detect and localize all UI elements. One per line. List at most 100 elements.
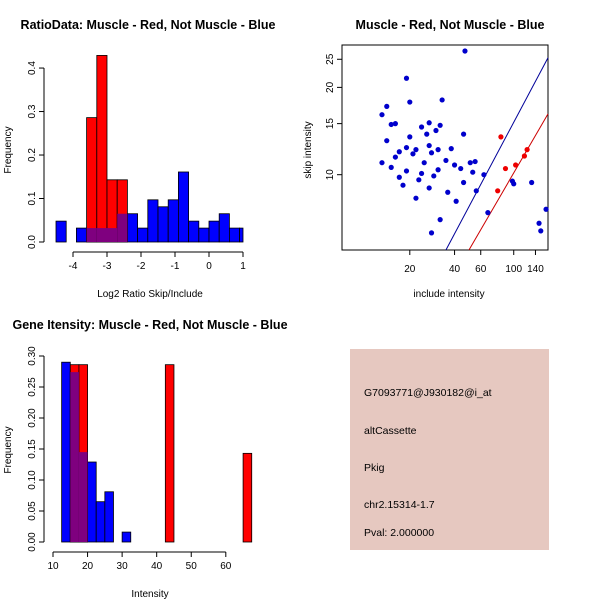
scatter-point-not-muscle — [453, 198, 459, 204]
scatter-xlabel: include intensity — [413, 289, 484, 300]
scatter-axes: 20 40 60 100 140 10 15 20 25 — [325, 53, 544, 275]
scatter-point-not-muscle — [473, 188, 479, 194]
ratio-histogram-blue-bar — [157, 206, 169, 243]
ratio-histogram-overlap-bar — [107, 228, 118, 242]
scatter-point-not-muscle — [403, 144, 410, 151]
scatter-fit-lines — [445, 57, 549, 251]
scatter-point-not-muscle — [426, 120, 432, 126]
scatter-y-tick-label: 15 — [325, 118, 336, 130]
intensity-histogram-blue-bar — [104, 491, 114, 543]
ratio-histogram-blue-bar — [239, 227, 244, 243]
scatter-point-not-muscle — [413, 195, 419, 201]
info-panel: G7093771@J930182@i_at altCassette Pkig c… — [350, 349, 549, 550]
ratio-histogram-x-tick-label: -1 — [171, 261, 180, 272]
intensity-histogram-blue-bar — [95, 501, 106, 543]
scatter-point-not-muscle — [407, 134, 413, 140]
scatter-point-not-muscle — [529, 179, 535, 186]
scatter-x-tick-label: 140 — [527, 264, 544, 275]
scatter-point-not-muscle — [426, 185, 432, 191]
scatter-point-not-muscle — [403, 168, 410, 174]
intensity-histogram-x-tick-label: 30 — [117, 561, 129, 572]
scatter-point-not-muscle — [511, 181, 517, 187]
scatter-point-not-muscle — [458, 165, 464, 172]
scatter-ylabel: skip intensity — [303, 121, 314, 178]
scatter-blue-fit-line — [445, 57, 549, 251]
ratio-histogram-blue-bar — [127, 213, 139, 243]
scatter-y-tick-label: 10 — [325, 169, 336, 181]
intensity-histogram-overlap-bar — [78, 452, 88, 542]
ratio-histogram-y-tick-label: 0.1 — [27, 191, 38, 205]
scatter-point-not-muscle — [379, 112, 385, 118]
info-probe-id: G7093771@J930182@i_at — [364, 387, 492, 399]
ratio-histogram-blue-bar — [147, 199, 159, 243]
intensity-histogram-title: Gene Itensity: Muscle - Red, Not Muscle … — [12, 318, 287, 332]
scatter-point-not-muscle — [437, 217, 443, 223]
ratio-histogram-x-tick-label: 1 — [240, 261, 246, 272]
scatter-point-muscle — [502, 165, 509, 172]
scatter-point-not-muscle — [437, 122, 443, 128]
intensity-scatter-panel: Muscle - Red, Not Muscle - Blue include … — [303, 18, 549, 300]
scatter-point-not-muscle — [426, 142, 432, 149]
scatter-red-fit-line — [468, 113, 549, 251]
scatter-point-not-muscle — [388, 121, 394, 128]
intensity-histogram-blue-bar — [61, 361, 71, 543]
scatter-x-tick-label: 60 — [475, 264, 487, 275]
intensity-histogram-overlap-bar — [70, 372, 79, 542]
scatter-point-not-muscle — [467, 160, 473, 166]
ratio-histogram-x-tick-label: -4 — [69, 261, 78, 272]
scatter-point-not-muscle — [536, 220, 542, 226]
ratio-histogram-overlap-bar — [117, 213, 128, 242]
scatter-point-not-muscle — [460, 179, 467, 186]
scatter-point-not-muscle — [439, 97, 445, 103]
intensity-histogram-blue-bar — [121, 531, 132, 543]
ratio-histogram-xlabel: Log2 Ratio Skip/Include — [97, 289, 203, 300]
scatter-y-tick-label: 20 — [325, 81, 336, 93]
ratio-histogram-blue-bar — [167, 199, 179, 243]
scatter-point-not-muscle — [433, 127, 439, 134]
scatter-point-not-muscle — [396, 174, 402, 180]
ratio-histogram-axes: -4 -3 -2 -1 0 1 0.0 0.1 0.2 0.3 0.4 — [27, 61, 246, 272]
intensity-histogram-blue-bar — [87, 461, 97, 543]
scatter-point-not-muscle — [424, 131, 430, 137]
scatter-point-muscle — [495, 188, 501, 194]
scatter-point-muscle — [521, 153, 528, 159]
intensity-histogram-xlabel: Intensity — [131, 589, 168, 600]
intensity-histogram-x-tick-label: 40 — [151, 561, 163, 572]
scatter-point-not-muscle — [413, 147, 419, 153]
ratio-histogram-blue-bar — [188, 220, 200, 243]
ratio-histogram-y-tick-label: 0.3 — [27, 104, 38, 118]
info-location: chr2.15314-1.7 — [364, 499, 435, 511]
scatter-point-not-muscle — [396, 149, 402, 155]
ratio-histogram-red-bar — [96, 55, 108, 243]
ratio-histogram-overlap-bar — [86, 228, 97, 242]
scatter-y-tick-label: 25 — [325, 53, 336, 65]
ratio-histogram-blue-bar — [55, 220, 67, 243]
scatter-x-tick-label: 100 — [505, 264, 522, 275]
intensity-histogram-axes: 10 20 30 40 50 60 0.00 0.05 0.10 0.15 0.20 0.25 0.30 — [27, 346, 232, 572]
scatter-point-not-muscle — [416, 177, 422, 183]
ratio-histogram-blue-bar — [208, 220, 220, 243]
ratio-histogram-x-tick-label: -2 — [137, 261, 146, 272]
intensity-histogram-y-tick-label: 0.30 — [27, 346, 38, 366]
scatter-title: Muscle - Red, Not Muscle - Blue — [356, 18, 545, 32]
scatter-point-muscle — [498, 134, 504, 140]
scatter-point-not-muscle — [481, 172, 487, 178]
scatter-point-not-muscle — [392, 154, 398, 160]
intensity-histogram-red-bar — [242, 452, 253, 543]
scatter-point-not-muscle — [400, 182, 406, 188]
scatter-point-not-muscle — [388, 164, 394, 170]
intensity-histogram-x-tick-label: 50 — [186, 561, 198, 572]
intensity-histogram-x-tick-label: 20 — [82, 561, 94, 572]
ratio-histogram-y-tick-label: 0.2 — [27, 148, 38, 162]
ratio-histogram-panel: RatioData: Muscle - Red, Not Muscle - Bl… — [3, 18, 275, 300]
scatter-point-not-muscle — [428, 150, 435, 156]
intensity-histogram-y-tick-label: 0.20 — [27, 408, 38, 428]
ratio-histogram-blue-bar — [218, 213, 230, 243]
scatter-point-not-muscle — [445, 189, 451, 195]
ratio-histogram-blue-bar — [228, 227, 240, 243]
scatter-point-not-muscle — [462, 48, 468, 54]
ratio-histogram-bars — [55, 55, 244, 243]
scatter-point-not-muscle — [428, 230, 435, 236]
scatter-point-not-muscle — [485, 210, 491, 216]
